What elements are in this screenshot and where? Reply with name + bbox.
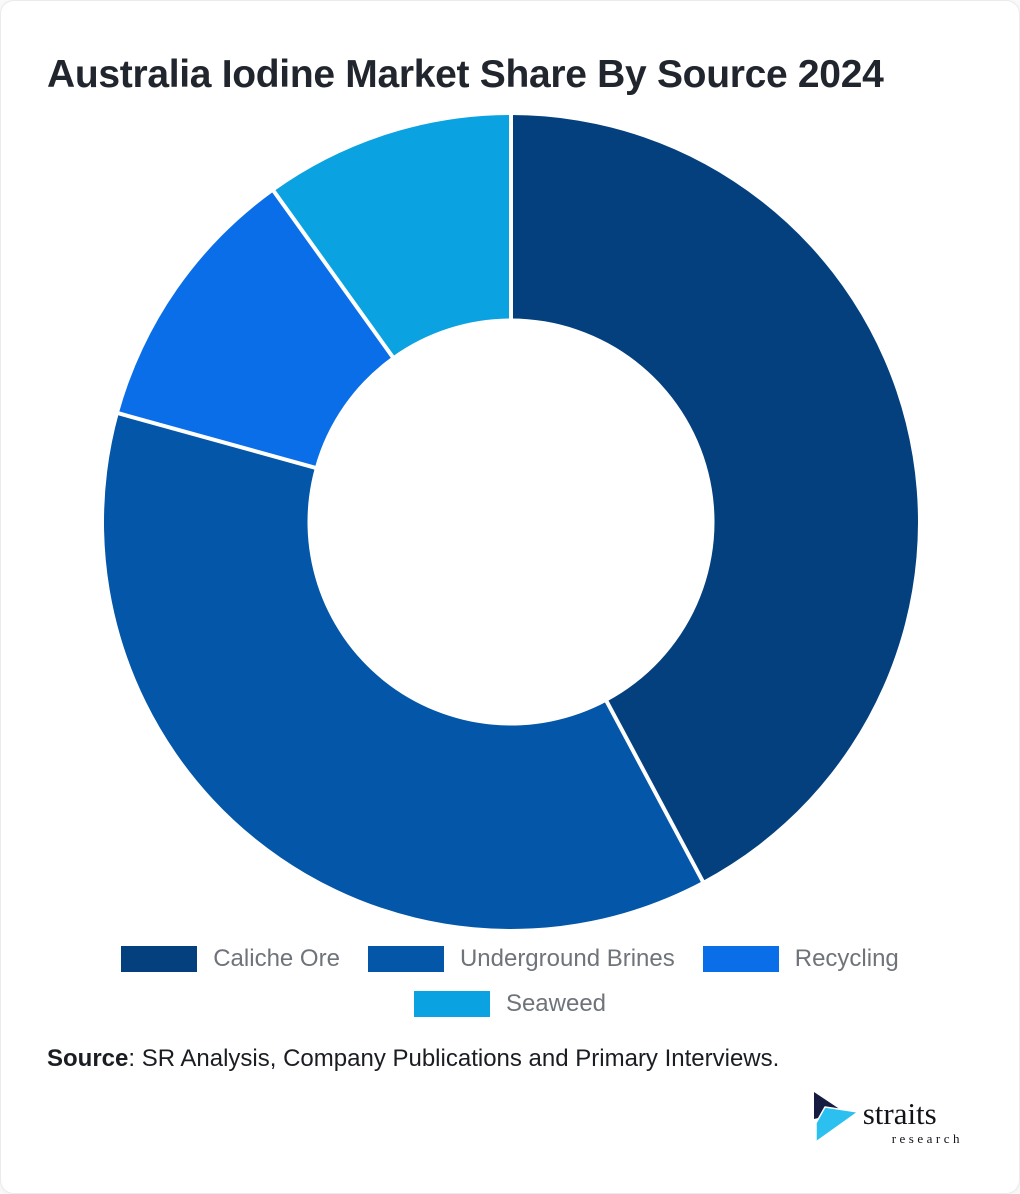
logo-name: straits — [862, 1096, 937, 1131]
legend-label-seaweed: Seaweed — [505, 990, 607, 1017]
source-line: Source: SR Analysis, Company Publication… — [47, 1045, 779, 1073]
donut-slice-seaweed[interactable] — [273, 115, 511, 357]
legend-swatch-underground-brines — [367, 946, 444, 972]
logo-text: straits research — [863, 1090, 963, 1147]
logo-subname: research — [891, 1131, 963, 1146]
donut-slice-recycling[interactable] — [118, 191, 393, 468]
source-label: Source — [47, 1045, 129, 1072]
legend-label-underground-brines: Underground Brines — [459, 945, 675, 972]
legend-row-2: Seaweed — [400, 990, 620, 1018]
legend-swatch-seaweed — [413, 991, 490, 1017]
legend-label-recycling: Recycling — [794, 945, 899, 972]
legend-item-recycling[interactable]: Recycling — [702, 945, 899, 973]
legend-swatch-caliche-ore — [121, 946, 198, 972]
legend-item-underground-brines[interactable]: Underground Brines — [367, 945, 675, 973]
legend-item-caliche-ore[interactable]: Caliche Ore — [121, 945, 340, 973]
slice-separator — [117, 411, 317, 470]
chart-title: Australia Iodine Market Share By Source … — [47, 53, 884, 96]
straits-research-logo: straits research — [813, 1090, 963, 1147]
legend-label-caliche-ore: Caliche Ore — [213, 945, 340, 972]
chart-legend: Caliche Ore Underground Brines Recycling… — [1, 945, 1019, 1018]
legend-swatch-recycling — [702, 946, 779, 972]
source-text: : SR Analysis, Company Publications and … — [128, 1045, 780, 1072]
donut-slice-underground-brines[interactable] — [103, 413, 703, 930]
slice-separator — [271, 189, 395, 359]
donut-slice-caliche-ore[interactable] — [511, 115, 918, 882]
legend-row-1: Caliche Ore Underground Brines Recycling — [107, 945, 913, 973]
legend-item-seaweed[interactable]: Seaweed — [413, 990, 607, 1018]
straits-research-logo-icon — [813, 1092, 859, 1143]
slice-separator — [604, 699, 705, 883]
